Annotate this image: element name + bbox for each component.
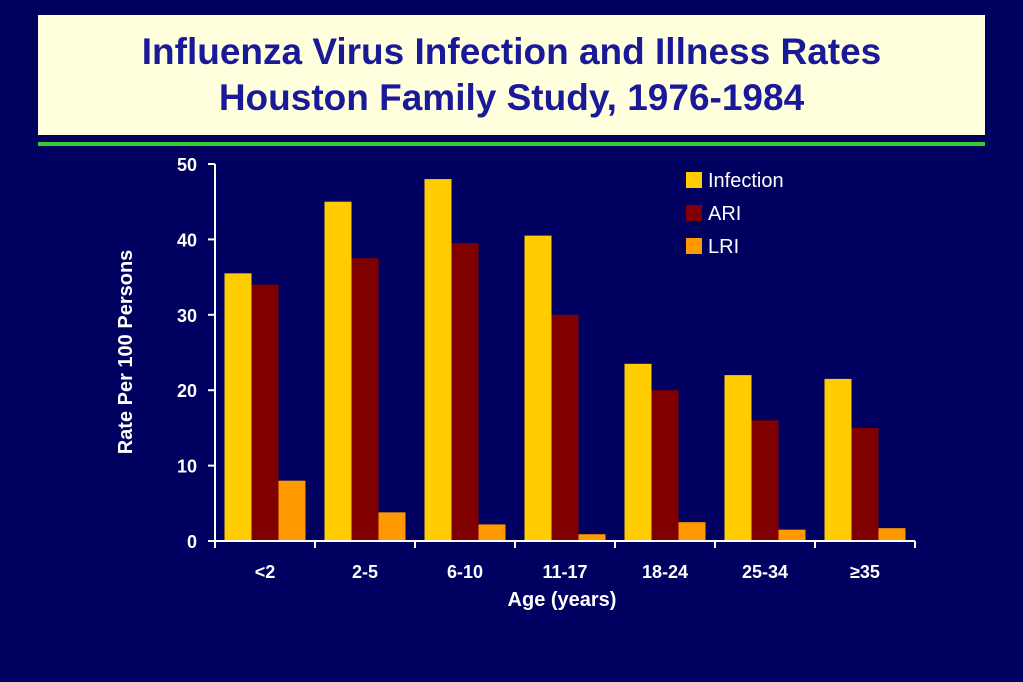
legend-swatch-lri xyxy=(686,238,702,254)
bar-infection-4 xyxy=(624,363,652,541)
bar-lri-5 xyxy=(778,529,806,541)
legend: Infection ARI LRI xyxy=(686,170,784,258)
y-tick-label: 10 xyxy=(177,457,197,477)
x-tick-label: 11-17 xyxy=(542,562,587,582)
legend-label-ari: ARI xyxy=(708,203,741,225)
y-axis-label: Rate Per 100 Persons xyxy=(115,250,137,455)
legend-swatch-infection xyxy=(686,172,702,188)
y-tick-label: 50 xyxy=(177,155,197,175)
x-tick-label: 2-5 xyxy=(352,562,378,582)
legend-label-infection: Infection xyxy=(708,170,784,192)
legend-label-lri: LRI xyxy=(708,236,739,258)
bar-lri-4 xyxy=(678,522,706,541)
bar-infection-1 xyxy=(324,201,352,541)
y-tick-label: 30 xyxy=(177,306,197,326)
bar-ari-5 xyxy=(751,420,779,541)
x-tick-label: 25-34 xyxy=(742,562,788,582)
x-tick-label: <2 xyxy=(255,562,276,582)
bar-ari-2 xyxy=(451,243,479,542)
bar-lri-6 xyxy=(878,528,906,541)
x-tick-label: ≥35 xyxy=(850,562,880,582)
bar-infection-3 xyxy=(524,235,552,541)
x-axis-label: Age (years) xyxy=(508,589,617,611)
slide-title-line-2: Houston Family Study, 1976-1984 xyxy=(218,77,805,118)
bar-ari-3 xyxy=(551,314,579,541)
bar-ari-0 xyxy=(251,284,279,541)
bar-ari-6 xyxy=(851,427,879,541)
bar-infection-6 xyxy=(824,378,852,541)
bars-group xyxy=(224,179,906,542)
slide-title-line-1: Influenza Virus Infection and Illness Ra… xyxy=(141,31,882,72)
bar-lri-2 xyxy=(478,524,506,541)
x-tick-label: 6-10 xyxy=(447,562,483,582)
axes-group: <2 2-5 6-10 11-17 18-24 25-34 ≥35 0 10 20 30 40 50 xyxy=(177,155,916,582)
bar-lri-3 xyxy=(578,534,606,541)
bar-ari-4 xyxy=(651,390,679,541)
y-tick-label: 40 xyxy=(177,230,197,250)
x-tick-label: 18-24 xyxy=(642,562,688,582)
bar-infection-0 xyxy=(224,273,252,541)
title-accent-line xyxy=(38,142,985,146)
bar-infection-2 xyxy=(424,179,452,541)
legend-swatch-ari xyxy=(686,205,702,221)
bar-infection-5 xyxy=(724,375,752,541)
y-tick-label: 0 xyxy=(187,532,197,552)
title-box: Influenza Virus Infection and Illness Ra… xyxy=(38,15,985,135)
bar-ari-1 xyxy=(351,258,379,541)
bar-lri-0 xyxy=(278,480,306,541)
bar-lri-1 xyxy=(378,512,406,541)
y-tick-label: 20 xyxy=(177,381,197,401)
